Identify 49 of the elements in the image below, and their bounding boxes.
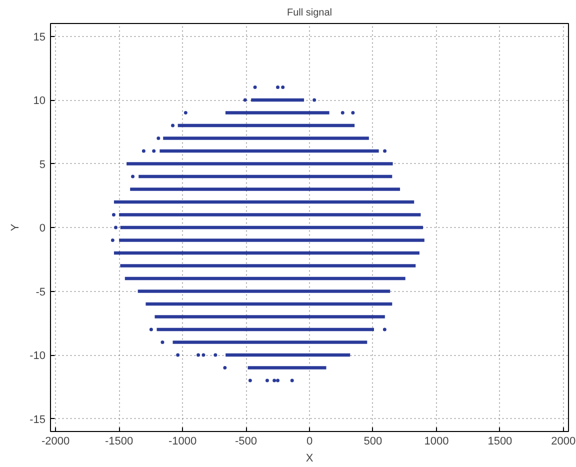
x-tick-label: 2000: [551, 436, 576, 448]
y-tick-label: -15: [30, 414, 46, 426]
point: [290, 378, 294, 382]
y-tick-label: -10: [30, 350, 46, 362]
point: [223, 366, 227, 370]
chart-title: Full signal: [286, 8, 332, 18]
x-tick-label: 0: [306, 436, 313, 448]
point: [340, 111, 344, 114]
y-tick-label: 0: [39, 222, 46, 234]
point: [114, 226, 118, 230]
y-tick-label: 10: [33, 95, 46, 107]
point: [112, 213, 116, 216]
point: [243, 98, 247, 102]
x-tick-label: 1500: [488, 436, 512, 448]
x-axis-title: X: [306, 452, 314, 464]
point: [253, 86, 257, 89]
y-tick-label: 15: [33, 31, 46, 44]
point: [383, 149, 387, 153]
point: [312, 98, 316, 102]
point: [152, 149, 156, 153]
point: [196, 353, 200, 357]
point: [160, 340, 164, 344]
point: [184, 111, 188, 114]
y-tick-label: -5: [36, 286, 46, 298]
point: [265, 378, 269, 382]
point: [176, 353, 180, 357]
y-tick-label: 5: [39, 158, 46, 171]
point: [142, 149, 146, 153]
point: [171, 124, 175, 128]
point: [110, 238, 114, 242]
point: [281, 86, 285, 89]
point: [214, 353, 218, 357]
point: [202, 353, 206, 357]
x-tick-label: -500: [235, 436, 258, 448]
point: [149, 328, 153, 332]
point: [272, 378, 276, 382]
point: [276, 86, 280, 89]
point: [131, 174, 135, 178]
x-tick-label: -1500: [104, 436, 134, 448]
x-tick-label: -2000: [42, 436, 70, 448]
point: [156, 136, 160, 140]
point: [276, 378, 280, 382]
x-tick-label: 1000: [424, 436, 449, 448]
point: [382, 328, 386, 332]
point: [351, 111, 355, 114]
point: [248, 378, 252, 382]
y-axis-title: Y: [10, 223, 22, 232]
x-tick-label: 500: [364, 436, 382, 448]
x-tick-label: -1000: [168, 436, 197, 448]
